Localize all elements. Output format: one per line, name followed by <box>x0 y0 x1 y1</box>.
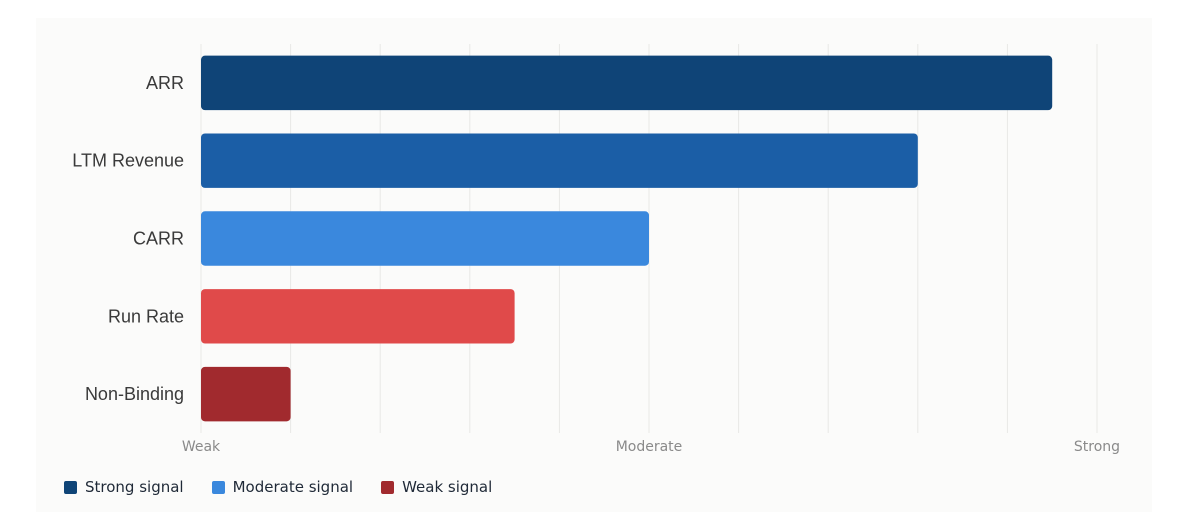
x-tick-label: Weak <box>182 439 221 455</box>
x-tick-label: Moderate <box>616 439 683 455</box>
bar-run-rate <box>201 289 515 344</box>
category-label: CARR <box>133 229 184 249</box>
category-label: Non-Binding <box>85 384 184 404</box>
bar-ltm-revenue <box>201 133 918 188</box>
legend-label-weak: Weak signal <box>402 478 493 496</box>
category-label: ARR <box>146 73 184 93</box>
legend-label-strong: Strong signal <box>85 478 184 496</box>
legend-swatch-moderate <box>211 480 225 494</box>
bar-non-binding <box>201 366 291 422</box>
legend-label-moderate: Moderate signal <box>232 478 354 496</box>
legend-item-strong: Strong signal <box>64 478 184 496</box>
legend-swatch-weak <box>381 480 395 494</box>
category-label: Run Rate <box>108 306 184 326</box>
legend-item-weak: Weak signal <box>381 478 492 496</box>
x-tick-label: Strong <box>1074 439 1120 455</box>
category-label: LTM Revenue <box>72 151 184 171</box>
legend-swatch-strong <box>64 480 77 494</box>
legend-item-moderate: Moderate signal <box>211 478 354 496</box>
bar-carr <box>201 211 649 266</box>
bar-arr <box>201 55 1053 111</box>
legend: Strong signal Moderate signal Weak signa… <box>64 478 520 496</box>
